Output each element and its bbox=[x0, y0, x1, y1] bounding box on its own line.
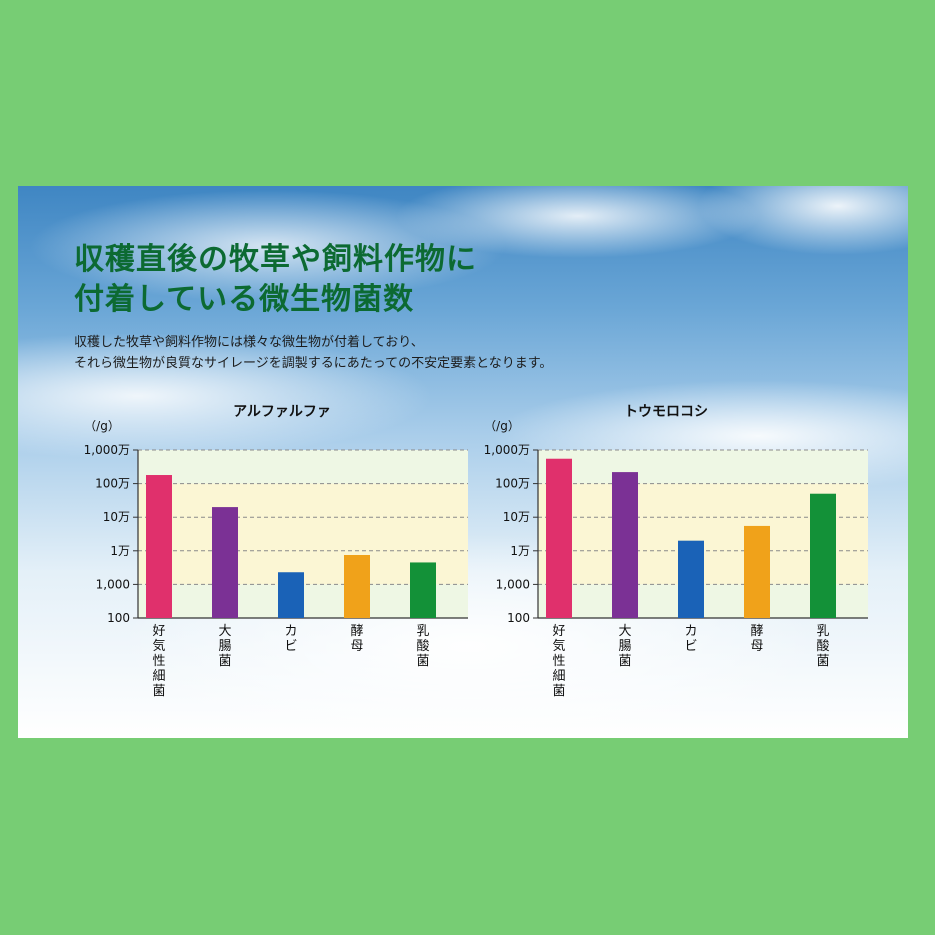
y-tick-label: 1,000万 bbox=[84, 443, 130, 457]
bar bbox=[744, 525, 770, 618]
category-label: カビ bbox=[684, 624, 697, 654]
page-title: 収穫直後の牧草や飼料作物に 付着している微生物菌数 bbox=[74, 240, 477, 320]
bar bbox=[146, 475, 172, 618]
description-line-1: 収穫した牧草や飼料作物には様々な微生物が付着しており、 bbox=[74, 335, 424, 350]
infographic-panel: 収穫直後の牧草や飼料作物に 付着している微生物菌数 収穫した牧草や飼料作物には様… bbox=[18, 186, 908, 738]
y-tick-label: 1,000万 bbox=[484, 443, 530, 457]
y-unit-label: （/g） bbox=[484, 419, 520, 433]
category-label: 乳酸菌 bbox=[816, 624, 829, 669]
chart-title: アルファルファ bbox=[233, 404, 331, 420]
category-label: 乳酸菌 bbox=[416, 624, 429, 669]
category-label: カビ bbox=[284, 624, 297, 654]
title-line-1: 収穫直後の牧草や飼料作物に bbox=[74, 242, 477, 277]
y-unit-label: （/g） bbox=[84, 419, 120, 433]
bar bbox=[612, 472, 638, 618]
y-tick-label: 100万 bbox=[95, 477, 130, 491]
bar bbox=[810, 493, 836, 618]
description: 収穫した牧草や飼料作物には様々な微生物が付着しており、 それら微生物が良質なサイ… bbox=[74, 332, 552, 374]
y-tick-label: 1,000 bbox=[96, 577, 130, 591]
y-tick-label: 100 bbox=[107, 611, 130, 625]
y-tick-label: 100万 bbox=[495, 477, 530, 491]
bar bbox=[410, 562, 436, 618]
y-tick-label: 10万 bbox=[103, 510, 130, 524]
category-label: 大腸菌 bbox=[618, 624, 631, 669]
bar bbox=[212, 507, 238, 618]
bar bbox=[344, 554, 370, 618]
category-label: 酵母 bbox=[750, 624, 763, 654]
y-tick-label: 1,000 bbox=[496, 577, 530, 591]
y-tick-label: 1万 bbox=[510, 544, 530, 558]
description-line-2: それら微生物が良質なサイレージを調製するにあたっての不安定要素となります。 bbox=[74, 356, 553, 371]
y-tick-label: 1万 bbox=[110, 544, 130, 558]
bar bbox=[678, 540, 704, 618]
category-label: 大腸菌 bbox=[218, 624, 231, 669]
category-label: 好気性細菌 bbox=[152, 624, 165, 699]
category-label: 酵母 bbox=[350, 624, 363, 654]
y-tick-label: 100 bbox=[507, 611, 530, 625]
category-label: 好気性細菌 bbox=[552, 624, 565, 699]
chart-title: トウモロコシ bbox=[624, 404, 708, 420]
y-tick-label: 10万 bbox=[503, 510, 530, 524]
bar bbox=[278, 572, 304, 618]
title-line-2: 付着している微生物菌数 bbox=[74, 282, 415, 317]
bar bbox=[546, 458, 572, 618]
